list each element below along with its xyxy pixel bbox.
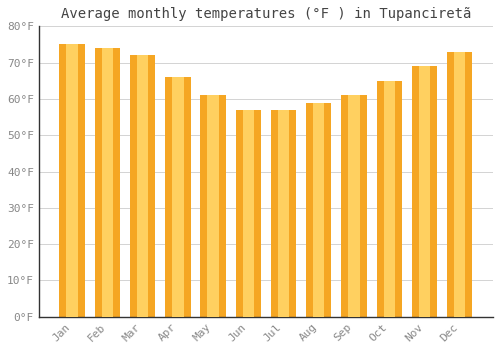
Bar [447,52,472,317]
Bar [94,48,120,317]
Bar [60,44,85,317]
Bar [165,77,190,317]
Title: Average monthly temperatures (°F ) in Tupanciretã: Average monthly temperatures (°F ) in Tu… [60,7,471,21]
Bar [384,81,395,317]
Bar [376,81,402,317]
Bar [306,103,332,317]
Bar [313,103,324,317]
Bar [419,66,430,317]
Bar [66,44,78,317]
Bar [102,48,113,317]
Bar [200,95,226,317]
Bar [172,77,184,317]
Bar [342,95,366,317]
Bar [208,95,219,317]
Bar [454,52,466,317]
Bar [412,66,437,317]
Bar [278,110,289,317]
Bar [130,55,156,317]
Bar [137,55,148,317]
Bar [236,110,261,317]
Bar [348,95,360,317]
Bar [271,110,296,317]
Bar [242,110,254,317]
